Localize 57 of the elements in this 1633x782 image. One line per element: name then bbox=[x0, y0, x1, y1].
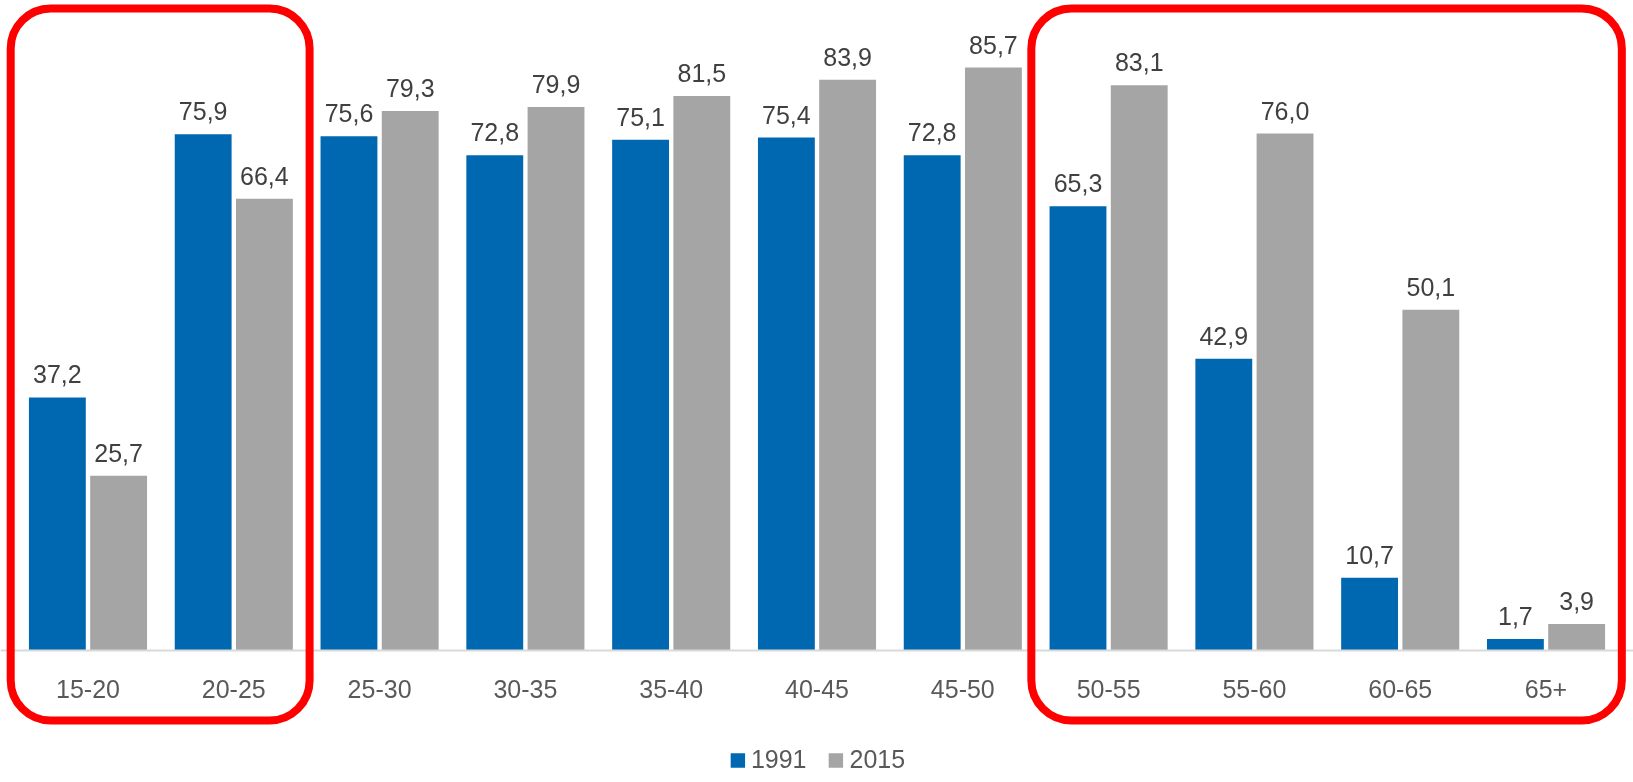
data-label: 83,9 bbox=[823, 42, 872, 71]
bar bbox=[174, 134, 232, 651]
bar bbox=[903, 155, 961, 651]
legend-label: 1991 bbox=[750, 745, 807, 774]
data-label: 37,2 bbox=[33, 360, 82, 389]
data-label: 42,9 bbox=[1199, 321, 1249, 350]
bar bbox=[381, 111, 439, 651]
x-tick-label: 35-40 bbox=[639, 674, 704, 703]
legend-label: 2015 bbox=[849, 745, 906, 774]
bar bbox=[1486, 638, 1544, 651]
bar bbox=[964, 67, 1022, 651]
data-label: 25,7 bbox=[94, 438, 143, 467]
bar bbox=[1341, 577, 1399, 651]
bar bbox=[527, 106, 585, 651]
data-label: 75,9 bbox=[178, 97, 228, 126]
bar bbox=[673, 96, 731, 651]
data-label: 79,3 bbox=[385, 74, 435, 103]
data-label: 72,8 bbox=[907, 118, 957, 147]
data-label: 75,1 bbox=[616, 102, 665, 131]
bar bbox=[466, 155, 524, 651]
bar bbox=[1256, 133, 1314, 651]
data-label: 50,1 bbox=[1406, 272, 1456, 301]
x-tick-label: 15-20 bbox=[56, 674, 120, 703]
data-label: 1,7 bbox=[1498, 601, 1533, 630]
x-tick-label: 60-65 bbox=[1368, 674, 1433, 703]
data-label: 3,9 bbox=[1559, 586, 1595, 615]
data-label: 79,9 bbox=[531, 69, 581, 98]
x-tick-label: 45-50 bbox=[930, 674, 995, 703]
bar bbox=[819, 79, 877, 651]
bar bbox=[1402, 309, 1460, 651]
bar bbox=[612, 139, 670, 651]
bar bbox=[90, 475, 148, 651]
x-tick-label: 25-30 bbox=[347, 674, 412, 703]
data-label: 85,7 bbox=[969, 30, 1018, 59]
x-tick-label: 40-45 bbox=[785, 674, 849, 703]
data-label: 65,3 bbox=[1053, 169, 1103, 198]
x-tick-label: 30-35 bbox=[493, 674, 558, 703]
bar bbox=[757, 137, 815, 651]
bar bbox=[1049, 206, 1107, 651]
bar bbox=[320, 136, 378, 651]
x-tick-label: 50-55 bbox=[1076, 674, 1141, 703]
data-label: 75,4 bbox=[762, 100, 811, 129]
data-label: 66,4 bbox=[240, 161, 289, 190]
x-tick-label: 65+ bbox=[1524, 674, 1568, 703]
bar bbox=[235, 198, 293, 651]
data-label: 75,6 bbox=[324, 99, 374, 128]
data-label: 76,0 bbox=[1260, 96, 1310, 125]
data-label: 83,1 bbox=[1114, 48, 1164, 77]
x-tick-label: 20-25 bbox=[201, 674, 266, 703]
bar bbox=[28, 397, 86, 651]
data-label: 10,7 bbox=[1345, 540, 1394, 569]
bar bbox=[1548, 623, 1606, 651]
data-label: 72,8 bbox=[470, 118, 520, 147]
bar bbox=[1110, 85, 1168, 651]
bar bbox=[1195, 358, 1253, 651]
data-label: 81,5 bbox=[677, 59, 727, 88]
x-tick-label: 55-60 bbox=[1222, 674, 1287, 703]
